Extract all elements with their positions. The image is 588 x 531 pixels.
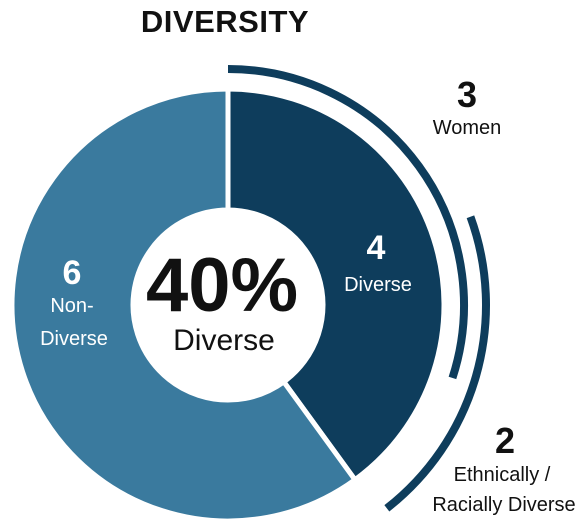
chart-title: DIVERSITY — [141, 4, 309, 39]
annotation-ethnic-label-2: Racially Diverse — [432, 494, 575, 516]
arc-ethnic — [384, 215, 490, 512]
segment-value-diverse: 4 — [367, 229, 386, 267]
annotation-women-label: Women — [433, 117, 502, 139]
segment-label-non-diverse-1: Non- — [50, 295, 93, 317]
annotation-women-value: 3 — [457, 74, 477, 115]
annotation-ethnic-label-1: Ethnically / — [454, 464, 551, 486]
donut-hole — [133, 210, 323, 400]
segment-value-non-diverse: 6 — [63, 254, 82, 292]
donut — [9, 86, 447, 524]
segment-label-diverse: Diverse — [344, 274, 412, 296]
annotation-ethnic-value: 2 — [495, 420, 515, 461]
center-percent: 40% — [146, 243, 298, 328]
segment-label-non-diverse-2: Diverse — [40, 328, 108, 350]
arc-women — [227, 65, 468, 380]
center-label: Diverse — [173, 324, 275, 357]
annotation-arcs — [227, 65, 490, 512]
